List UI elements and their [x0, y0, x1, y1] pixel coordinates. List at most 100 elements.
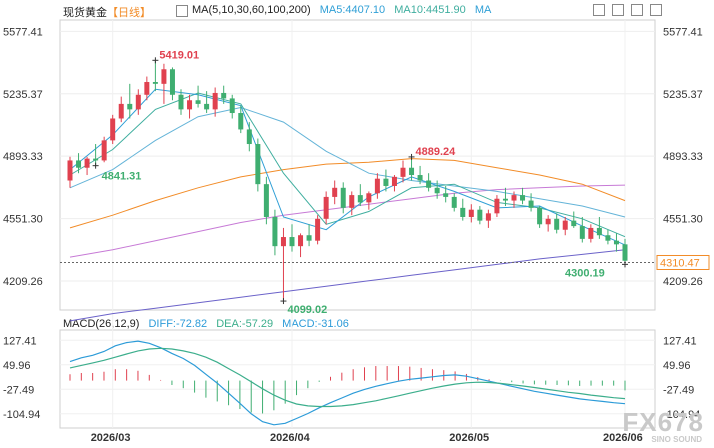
candle-body: [451, 196, 457, 208]
ma5-value: MA5:4407.10: [319, 4, 386, 16]
fullscreen-icon[interactable]: [650, 4, 662, 16]
candle-body: [306, 235, 312, 241]
candle-body: [84, 158, 90, 168]
ma-params[interactable]: MA(5,10,30,60,100,200): [192, 4, 311, 16]
candle-body: [212, 92, 218, 110]
candle-body: [315, 218, 321, 241]
candle-body: [246, 129, 252, 145]
x-tick-label: 2026/04: [270, 432, 311, 444]
y-tick-right: 5577.41: [663, 26, 703, 38]
ma-more: MA: [474, 4, 492, 16]
candle-body: [221, 92, 227, 99]
candle-body: [101, 140, 107, 161]
candle-body: [477, 209, 483, 221]
dea-line: [69, 347, 626, 408]
candle-body: [366, 193, 372, 203]
y-tick-left: 4893.33: [3, 151, 43, 163]
period-label[interactable]: 【日线】: [107, 7, 151, 19]
candle-body: [178, 94, 184, 110]
macd-legend: MACD(26,12,9) DIFF:-72.82 DEA:-57.29 MAC…: [63, 318, 349, 330]
annotation-label: 5419.01: [159, 49, 199, 61]
macd-y-tick-left: 127.41: [3, 335, 37, 347]
candle-body: [383, 178, 389, 186]
ma30-line: [69, 106, 626, 218]
x-tick-label: 2026/05: [449, 432, 489, 444]
annotation-label: 4889.24: [416, 146, 457, 158]
candle-body: [571, 220, 577, 227]
chart-type-icon[interactable]: [176, 5, 188, 17]
candle-body: [161, 69, 167, 84]
macd-y-tick-left: 49.96: [3, 360, 31, 372]
macd-y-tick-right: 49.96: [663, 360, 691, 372]
candle-body: [255, 144, 261, 185]
candle-body: [93, 158, 99, 161]
candle-body: [511, 195, 517, 201]
candle-body: [298, 235, 304, 247]
y-tick-right: 4893.33: [663, 151, 703, 163]
candle-body: [195, 100, 201, 104]
candle-body: [135, 94, 141, 110]
candle-body: [417, 175, 423, 181]
candle-body: [374, 178, 380, 194]
instrument-name: 现货黄金: [63, 7, 107, 19]
candle-body: [263, 184, 269, 217]
candle-body: [554, 218, 560, 230]
candle-body: [588, 227, 594, 239]
candle-body: [502, 198, 508, 201]
candle-body: [118, 103, 124, 119]
candle-body: [229, 98, 235, 114]
candle-body: [332, 187, 338, 197]
macd-y-tick-left: -104.94: [3, 409, 40, 421]
diff-line: [69, 340, 626, 426]
y-tick-right: 4209.26: [663, 276, 703, 288]
candle-body: [622, 244, 628, 261]
candle-body: [596, 227, 602, 236]
dea-value: DEA:-57.29: [216, 318, 274, 330]
candle-body: [485, 213, 491, 221]
watermark-logo: FX678: [622, 407, 704, 437]
candle-body: [391, 176, 397, 186]
instrument-title: 现货黄金【日线】: [63, 4, 151, 20]
candle-body: [238, 113, 244, 130]
indicator-icon[interactable]: [612, 4, 624, 16]
candle-body: [127, 103, 133, 110]
macd-plot-frame: [59, 329, 656, 429]
candle-body: [272, 216, 278, 247]
macd-params[interactable]: MACD(26,12,9): [63, 318, 140, 330]
candle-body: [152, 82, 158, 84]
candle-body: [409, 167, 415, 176]
candle-body: [579, 226, 585, 239]
candle-body: [443, 193, 449, 197]
candle-body: [537, 207, 543, 225]
candle-body: [357, 195, 363, 203]
candle-body: [169, 69, 175, 95]
watermark-subtext: SINO SOUND: [651, 435, 702, 444]
y-tick-right: 5235.37: [663, 89, 703, 101]
settings-icon[interactable]: [593, 4, 605, 16]
main-plot-frame: [59, 19, 656, 311]
macd-value: MACD:-31.06: [282, 318, 349, 330]
current-price-tag: [656, 254, 710, 270]
candle-body: [323, 196, 329, 219]
macd-y-tick-left: -27.49: [3, 384, 34, 396]
y-tick-left: 5235.37: [3, 89, 43, 101]
ma60-line: [69, 158, 626, 229]
macd-y-tick-right: 127.41: [663, 335, 697, 347]
ma200-line: [69, 249, 626, 322]
zoom-icon[interactable]: [631, 4, 643, 16]
annotation-label: 4300.19: [565, 267, 605, 279]
y-tick-left: 5577.41: [3, 26, 43, 38]
y-tick-right: 4551.30: [663, 214, 703, 226]
x-tick-label: 2026/03: [91, 432, 131, 444]
candle-body: [434, 187, 440, 194]
candle-body: [76, 160, 82, 168]
candle-body: [520, 195, 526, 201]
candle-body: [494, 198, 500, 214]
ma100-line: [69, 184, 626, 258]
ma-legend: MA(5,10,30,60,100,200) MA5:4407.10 MA10:…: [192, 4, 491, 16]
annotation-label: 4099.02: [287, 304, 327, 316]
macd-y-tick-right: -27.49: [663, 384, 694, 396]
candle-body: [605, 235, 611, 241]
